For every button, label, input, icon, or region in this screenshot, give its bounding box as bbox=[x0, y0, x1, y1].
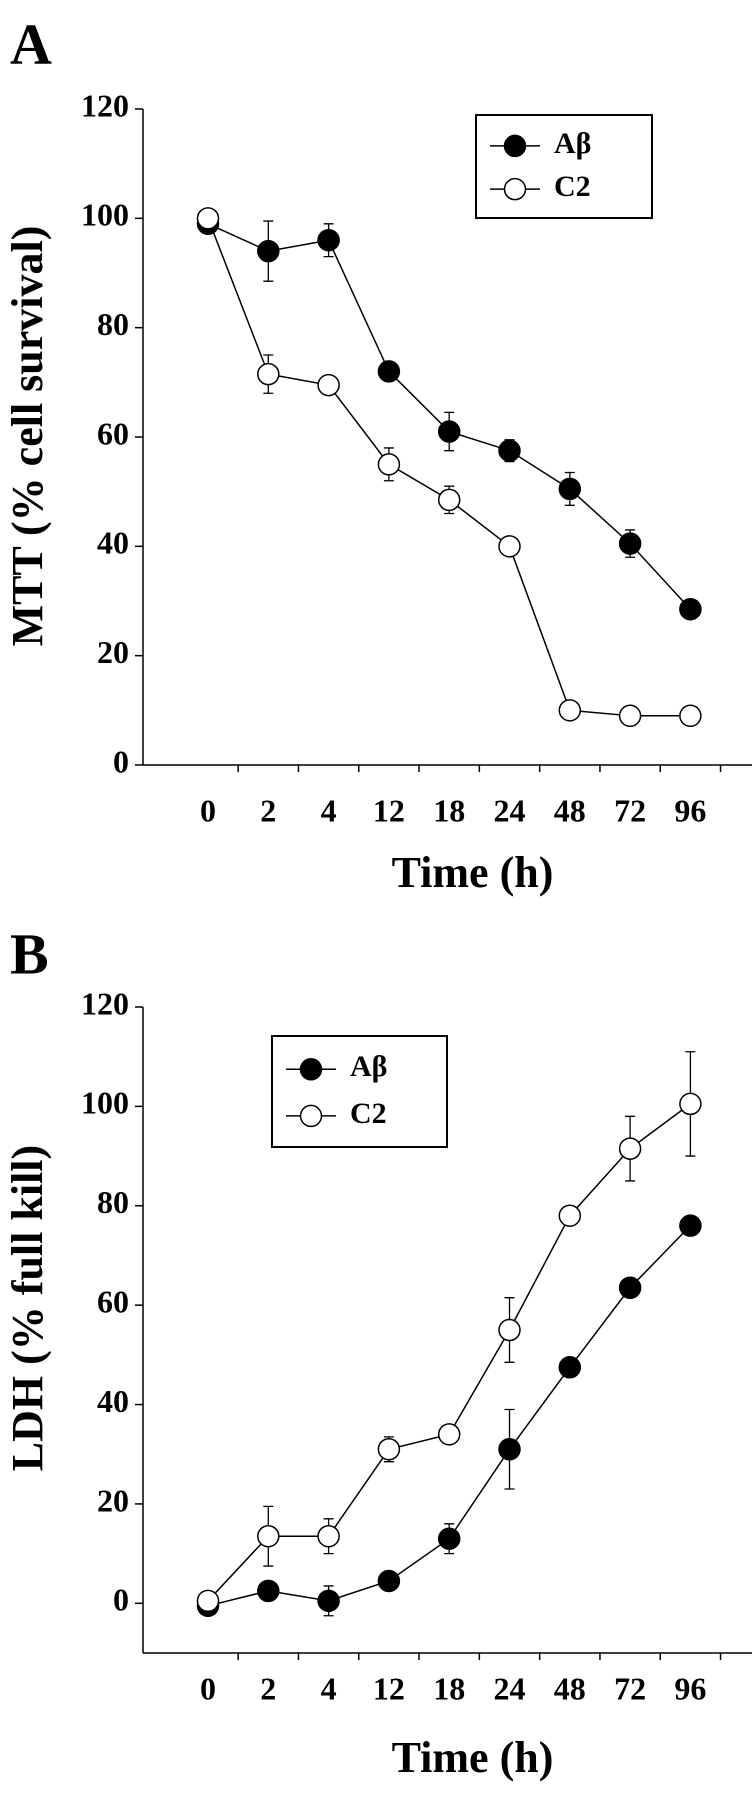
x-tick-label: 12 bbox=[373, 1670, 405, 1706]
y-tick-label: 0 bbox=[113, 1582, 129, 1618]
marker bbox=[679, 1092, 702, 1116]
x-tick-label: 48 bbox=[554, 792, 586, 828]
y-tick-label: 80 bbox=[97, 306, 129, 342]
marker bbox=[618, 704, 642, 728]
marker bbox=[196, 207, 220, 230]
y-tick-label: 40 bbox=[97, 525, 129, 561]
x-tick-label: 72 bbox=[614, 792, 646, 828]
marker bbox=[618, 1137, 642, 1160]
marker bbox=[498, 1438, 521, 1461]
marker bbox=[377, 453, 401, 476]
marker bbox=[317, 228, 340, 252]
y-axis-title: MTT (% cell survival) bbox=[3, 226, 52, 647]
legend-marker bbox=[299, 1058, 323, 1081]
y-tick-label: 120 bbox=[81, 985, 129, 1021]
marker bbox=[618, 1276, 642, 1300]
x-tick-label: 0 bbox=[200, 792, 216, 828]
y-tick-label: 100 bbox=[81, 1085, 129, 1121]
y-tick-label: 40 bbox=[97, 1383, 129, 1419]
marker bbox=[257, 1524, 280, 1548]
marker bbox=[257, 362, 280, 386]
x-tick-label: 12 bbox=[373, 792, 405, 828]
marker bbox=[558, 1204, 582, 1227]
legend-marker bbox=[299, 1104, 323, 1128]
marker bbox=[317, 1589, 340, 1613]
x-tick-label: 18 bbox=[433, 792, 465, 828]
marker bbox=[257, 1579, 280, 1603]
y-tick-label: 0 bbox=[113, 743, 129, 779]
x-tick-label: 48 bbox=[554, 1670, 586, 1706]
x-tick-label: 2 bbox=[260, 792, 276, 828]
marker bbox=[437, 1527, 461, 1550]
marker bbox=[558, 699, 582, 722]
marker bbox=[437, 1423, 461, 1446]
y-tick-label: 20 bbox=[97, 1482, 129, 1518]
marker bbox=[618, 532, 642, 555]
marker bbox=[679, 704, 702, 728]
x-tick-label: 72 bbox=[614, 1670, 646, 1706]
y-tick-label: 60 bbox=[97, 415, 129, 451]
legend-label: Aβ bbox=[554, 127, 591, 160]
marker bbox=[196, 1589, 220, 1613]
marker bbox=[498, 439, 521, 462]
marker bbox=[437, 488, 461, 512]
x-tick-label: 2 bbox=[260, 1670, 276, 1706]
marker bbox=[377, 1438, 401, 1461]
x-tick-label: 96 bbox=[674, 792, 706, 828]
x-tick-label: 24 bbox=[494, 1670, 526, 1706]
marker bbox=[498, 1318, 521, 1342]
legend-label: C2 bbox=[350, 1097, 387, 1130]
marker bbox=[437, 420, 461, 443]
marker bbox=[317, 373, 340, 397]
x-tick-label: 4 bbox=[321, 1670, 337, 1706]
y-tick-label: 20 bbox=[97, 634, 129, 670]
legend-box bbox=[475, 114, 653, 219]
y-tick-label: 120 bbox=[81, 87, 129, 123]
marker bbox=[679, 1214, 702, 1237]
legend-box bbox=[271, 1035, 448, 1148]
x-tick-label: 0 bbox=[200, 1670, 216, 1706]
series-line bbox=[207, 218, 691, 717]
y-axis-title: LDH (% full kill) bbox=[3, 1145, 52, 1471]
x-tick-label: 18 bbox=[433, 1670, 465, 1706]
marker bbox=[317, 1524, 340, 1548]
panel-label: B bbox=[10, 921, 49, 986]
x-axis-title: Time (h) bbox=[392, 1733, 554, 1782]
marker bbox=[377, 1569, 401, 1593]
legend-marker bbox=[503, 177, 527, 201]
legend-marker bbox=[503, 134, 527, 158]
marker bbox=[558, 1356, 582, 1379]
x-tick-label: 96 bbox=[674, 1670, 706, 1706]
y-tick-label: 100 bbox=[81, 197, 129, 233]
legend-label: Aβ bbox=[350, 1050, 387, 1083]
marker bbox=[377, 360, 401, 383]
marker bbox=[558, 477, 582, 501]
marker bbox=[257, 239, 280, 263]
marker bbox=[679, 597, 702, 621]
x-tick-label: 24 bbox=[494, 792, 526, 828]
panel-label: A bbox=[10, 11, 52, 76]
x-axis-title: Time (h) bbox=[392, 848, 554, 897]
y-tick-label: 60 bbox=[97, 1283, 129, 1319]
y-tick-label: 80 bbox=[97, 1184, 129, 1220]
marker bbox=[498, 535, 521, 558]
legend-label: C2 bbox=[554, 170, 591, 203]
x-tick-label: 4 bbox=[321, 792, 337, 828]
